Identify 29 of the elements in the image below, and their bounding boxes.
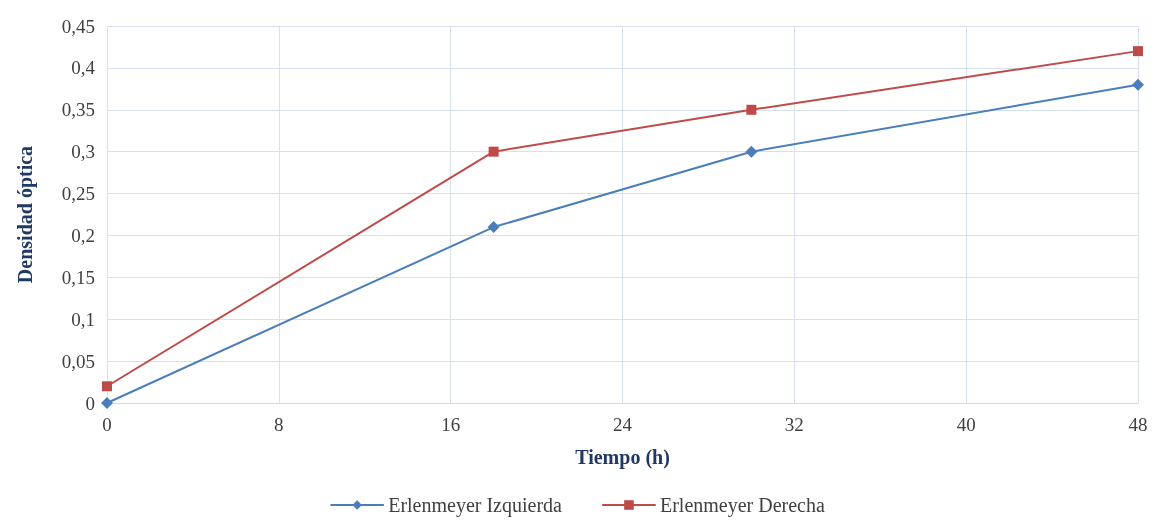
y-tick-label: 0,15 bbox=[61, 266, 95, 288]
point bbox=[101, 397, 113, 409]
y-tick-label: 0,3 bbox=[71, 141, 95, 163]
y-tick-label: 0,45 bbox=[61, 15, 95, 37]
point bbox=[1132, 78, 1144, 91]
y-tick-label: 0,1 bbox=[71, 308, 95, 330]
y-tick-label: 0,4 bbox=[71, 57, 96, 79]
point bbox=[102, 381, 112, 392]
x-tick-label: 0 bbox=[102, 414, 112, 435]
legend-label: Erlenmeyer Izquierda bbox=[388, 494, 563, 517]
point bbox=[745, 145, 758, 158]
y-axis-title: Densidad óptica bbox=[14, 145, 37, 284]
y-tick-label: 0,25 bbox=[61, 183, 95, 205]
legend-label: Erlenmeyer Derecha bbox=[659, 494, 825, 517]
x-tick-label: 24 bbox=[613, 414, 633, 435]
x-tick-label: 32 bbox=[784, 414, 804, 435]
y-tick-label: 0,05 bbox=[61, 350, 95, 372]
point bbox=[1133, 46, 1143, 57]
x-axis-title: Tiempo (h) bbox=[575, 446, 670, 469]
y-tick-label: 0,35 bbox=[61, 99, 95, 121]
x-tick-label: 40 bbox=[956, 414, 976, 435]
point bbox=[487, 221, 500, 234]
point bbox=[488, 146, 499, 157]
y-tick-label: 0 bbox=[85, 392, 95, 414]
x-tick-label: 48 bbox=[1128, 414, 1148, 435]
x-tick-label: 16 bbox=[441, 414, 461, 435]
y-tick-label: 0,2 bbox=[71, 224, 95, 246]
x-tick-label: 8 bbox=[274, 414, 284, 435]
point bbox=[746, 104, 757, 115]
